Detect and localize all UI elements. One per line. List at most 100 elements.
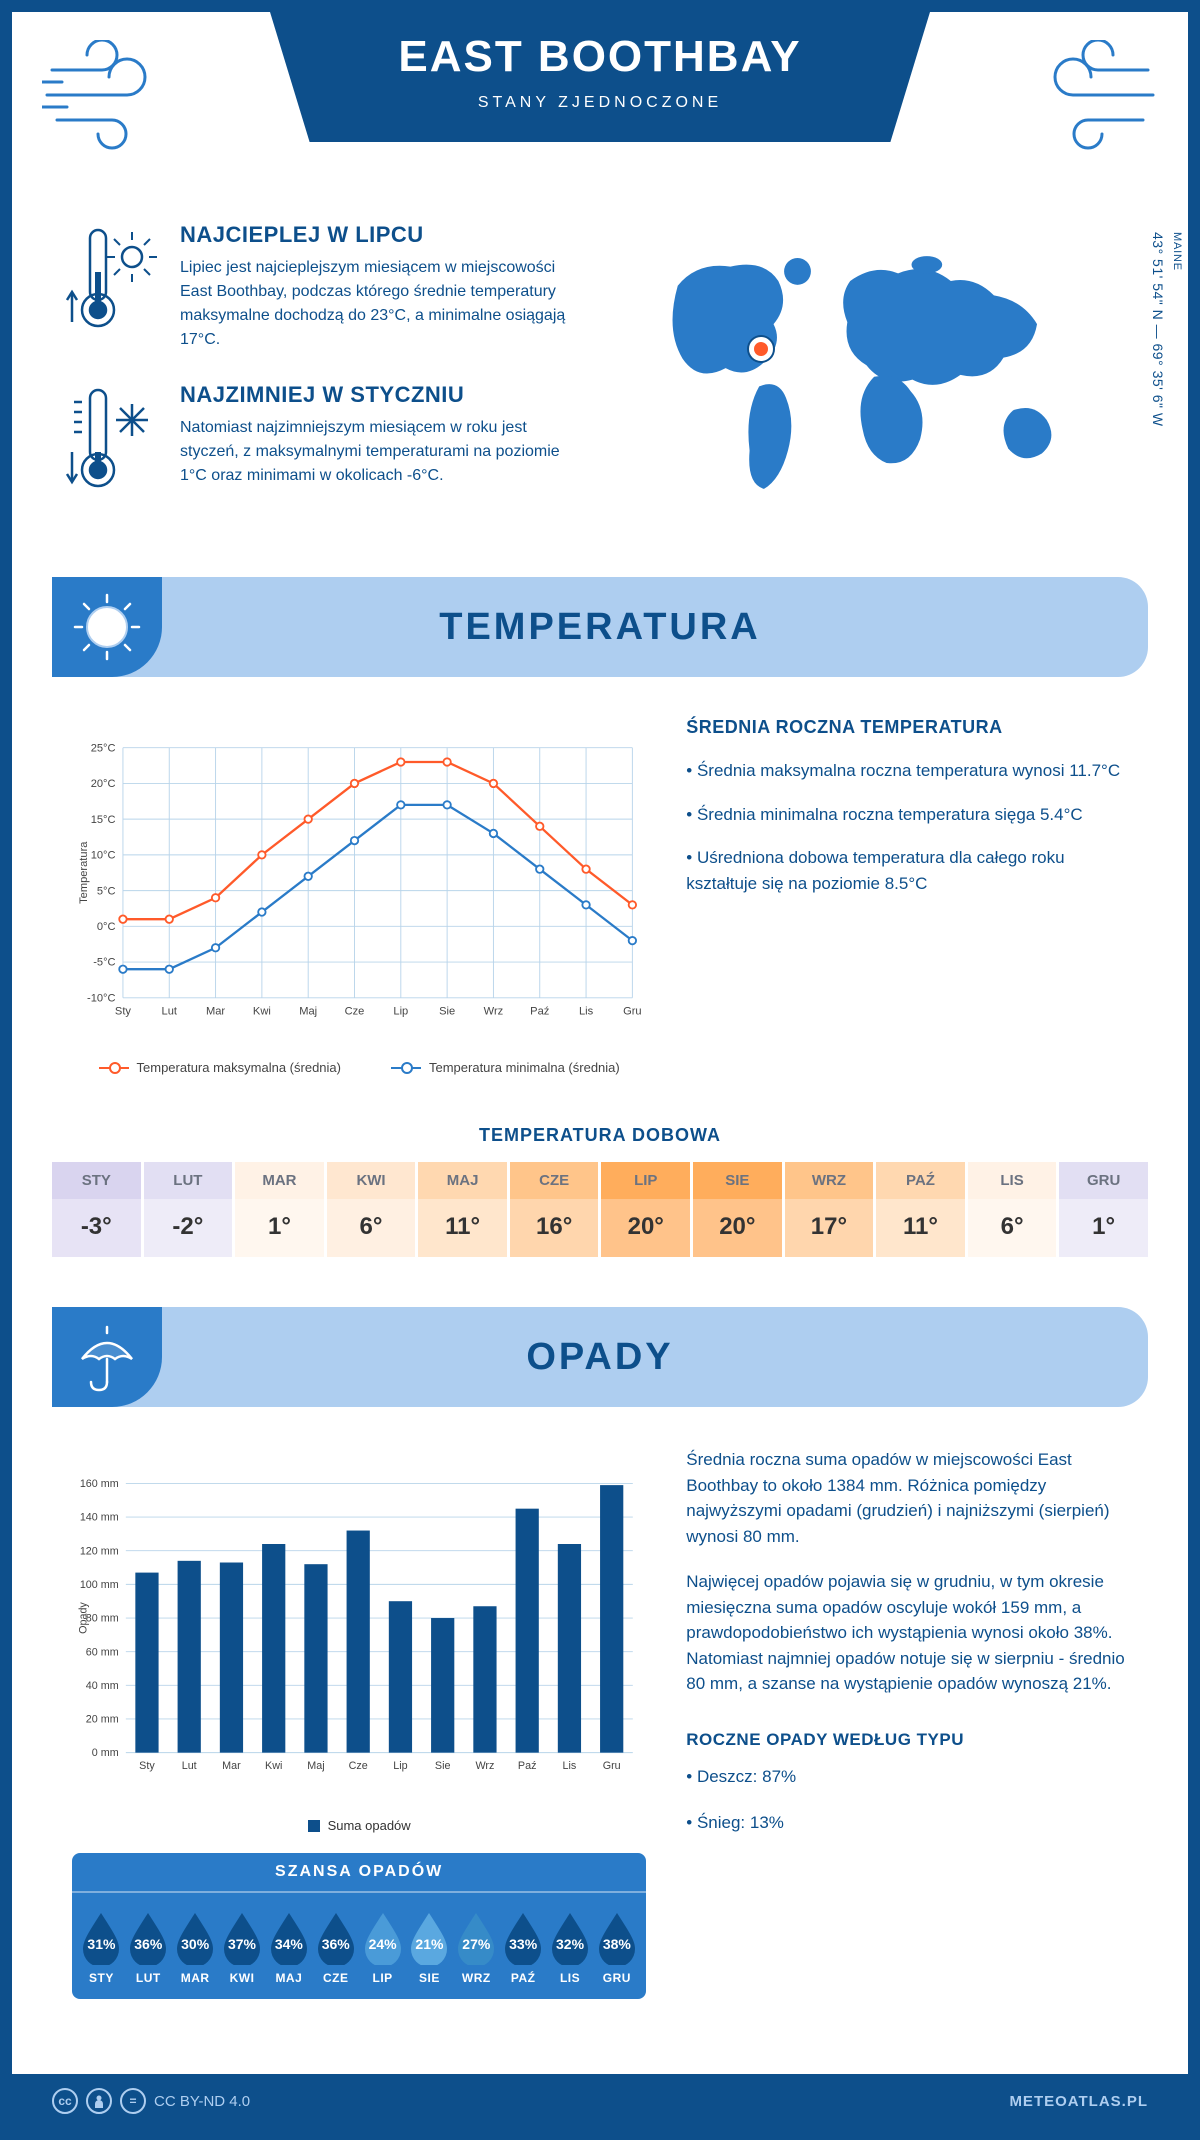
temp-bullet: • Średnia minimalna roczna temperatura s…: [686, 802, 1128, 828]
precip-paragraph: Najwięcej opadów pojawia się w grudniu, …: [686, 1569, 1128, 1697]
wind-icon: [1008, 40, 1158, 150]
svg-text:160 mm: 160 mm: [80, 1478, 119, 1490]
cold-block: NAJZIMNIEJ W STYCZNIU Natomiast najzimni…: [62, 382, 589, 492]
svg-text:10°C: 10°C: [91, 850, 116, 862]
drops-panel: SZANSA OPADÓW 31% STY 36% LUT 30% MAR 37…: [72, 1853, 646, 1999]
precip-info: Średnia roczna suma opadów w miejscowośc…: [686, 1447, 1128, 1999]
svg-text:Sie: Sie: [435, 1760, 451, 1772]
coordinates: 43° 51' 54" N — 69° 35' 6" W: [1150, 232, 1166, 427]
hot-title: NAJCIEPLEJ W LIPCU: [180, 222, 589, 248]
drop-item: 31% STY: [78, 1909, 125, 1985]
legend-max: Temperatura maksymalna (średnia): [137, 1060, 341, 1075]
umbrella-icon: [52, 1307, 162, 1407]
svg-text:Maj: Maj: [307, 1760, 324, 1772]
precip-legend: Suma opadów: [72, 1818, 646, 1833]
daily-cell: WRZ 17°: [785, 1162, 877, 1257]
cold-title: NAJZIMNIEJ W STYCZNIU: [180, 382, 589, 408]
daily-cell: LIP 20°: [601, 1162, 693, 1257]
drop-item: 24% LIP: [359, 1909, 406, 1985]
nd-icon: =: [120, 2088, 146, 2114]
temperature-info: ŚREDNIA ROCZNA TEMPERATURA • Średnia mak…: [686, 717, 1128, 1075]
wind-icon: [42, 40, 192, 150]
temperature-legend: .legend-item:nth-child(1) .legend-swatch…: [72, 1060, 646, 1075]
precip-type-title: ROCZNE OPADY WEDŁUG TYPU: [686, 1727, 1128, 1753]
svg-text:Cze: Cze: [349, 1760, 368, 1772]
svg-text:60 mm: 60 mm: [86, 1646, 119, 1658]
drops-title: SZANSA OPADÓW: [72, 1853, 646, 1893]
svg-text:Kwi: Kwi: [265, 1760, 282, 1772]
drop-item: 34% MAJ: [265, 1909, 312, 1985]
thermometer-hot-icon: [62, 222, 162, 332]
daily-cell: MAR 1°: [235, 1162, 327, 1257]
svg-text:100 mm: 100 mm: [80, 1579, 119, 1591]
daily-cell: SIE 20°: [693, 1162, 785, 1257]
svg-text:140 mm: 140 mm: [80, 1512, 119, 1524]
hot-block: NAJCIEPLEJ W LIPCU Lipiec jest najcieple…: [62, 222, 589, 352]
brand: METEOATLAS.PL: [1009, 2093, 1148, 2110]
precip-body: 0 mm20 mm40 mm60 mm80 mm100 mm120 mm140 …: [12, 1407, 1188, 2019]
precip-title: OPADY: [162, 1336, 1148, 1379]
svg-text:5°C: 5°C: [97, 885, 116, 897]
title-banner: EAST BOOTHBAY STANY ZJEDNOCZONE: [270, 12, 930, 142]
region-label: MAINE: [1171, 232, 1183, 271]
infographic-card: EAST BOOTHBAY STANY ZJEDNOCZONE: [12, 12, 1188, 2128]
svg-text:Lut: Lut: [182, 1760, 197, 1772]
header: EAST BOOTHBAY STANY ZJEDNOCZONE: [12, 12, 1188, 192]
svg-text:Lut: Lut: [162, 1005, 177, 1017]
svg-text:Lis: Lis: [563, 1760, 577, 1772]
drop-item: 30% MAR: [172, 1909, 219, 1985]
hot-text: Lipiec jest najcieplejszym miesiącem w m…: [180, 256, 589, 352]
precip-type-row: • Deszcz: 87%: [686, 1764, 1128, 1790]
svg-text:-10°C: -10°C: [87, 992, 116, 1004]
precip-chart-column: 0 mm20 mm40 mm60 mm80 mm100 mm120 mm140 …: [72, 1447, 646, 1999]
svg-text:Maj: Maj: [299, 1005, 317, 1017]
temp-info-title: ŚREDNIA ROCZNA TEMPERATURA: [686, 717, 1128, 738]
svg-text:Temperatura: Temperatura: [78, 841, 90, 904]
daily-cell: GRU 1°: [1059, 1162, 1148, 1257]
by-icon: [86, 2088, 112, 2114]
daily-cell: STY -3°: [52, 1162, 144, 1257]
svg-text:Sty: Sty: [115, 1005, 131, 1017]
legend-min: Temperatura minimalna (średnia): [429, 1060, 620, 1075]
daily-cell: LIS 6°: [968, 1162, 1060, 1257]
thermometer-cold-icon: [62, 382, 162, 492]
svg-text:Sie: Sie: [439, 1005, 455, 1017]
svg-text:Cze: Cze: [345, 1005, 365, 1017]
svg-text:40 mm: 40 mm: [86, 1680, 119, 1692]
map-column: MAINE 43° 51' 54" N — 69° 35' 6" W: [649, 222, 1128, 527]
page-subtitle: STANY ZJEDNOCZONE: [300, 94, 900, 112]
temperature-body: -10°C-5°C0°C5°C10°C15°C20°C25°CStyLutMar…: [12, 677, 1188, 1095]
svg-text:Mar: Mar: [222, 1760, 241, 1772]
cc-icon: cc: [52, 2088, 78, 2114]
temperature-header: TEMPERATURA: [52, 577, 1148, 677]
svg-text:Mar: Mar: [206, 1005, 225, 1017]
license-text: CC BY-ND 4.0: [154, 2093, 250, 2110]
temp-bullet: • Średnia maksymalna roczna temperatura …: [686, 758, 1128, 784]
intro-section: NAJCIEPLEJ W LIPCU Lipiec jest najcieple…: [12, 192, 1188, 557]
svg-text:Gru: Gru: [623, 1005, 642, 1017]
precip-paragraph: Średnia roczna suma opadów w miejscowośc…: [686, 1447, 1128, 1549]
drop-item: 21% SIE: [406, 1909, 453, 1985]
svg-text:120 mm: 120 mm: [80, 1545, 119, 1557]
daily-cell: MAJ 11°: [418, 1162, 510, 1257]
temperature-chart: -10°C-5°C0°C5°C10°C15°C20°C25°CStyLutMar…: [72, 717, 646, 1075]
daily-cell: CZE 16°: [510, 1162, 602, 1257]
license: cc = CC BY-ND 4.0: [52, 2088, 250, 2114]
cold-text: Natomiast najzimniejszym miesiącem w rok…: [180, 416, 589, 488]
drop-item: 38% GRU: [593, 1909, 640, 1985]
svg-text:15°C: 15°C: [91, 814, 116, 826]
svg-text:Paź: Paź: [518, 1760, 537, 1772]
daily-cell: PAŹ 11°: [876, 1162, 968, 1257]
svg-text:Lis: Lis: [579, 1005, 594, 1017]
svg-text:0°C: 0°C: [97, 921, 116, 933]
drop-item: 33% PAŹ: [500, 1909, 547, 1985]
world-map: [649, 222, 1128, 522]
svg-text:80 mm: 80 mm: [86, 1613, 119, 1625]
intro-text-column: NAJCIEPLEJ W LIPCU Lipiec jest najcieple…: [62, 222, 589, 527]
precip-type-row: • Śnieg: 13%: [686, 1810, 1128, 1836]
svg-text:20 mm: 20 mm: [86, 1714, 119, 1726]
drop-item: 36% LUT: [125, 1909, 172, 1985]
temperature-title: TEMPERATURA: [162, 606, 1148, 649]
temp-bullet: • Uśredniona dobowa temperatura dla całe…: [686, 845, 1128, 896]
daily-cell: KWI 6°: [327, 1162, 419, 1257]
